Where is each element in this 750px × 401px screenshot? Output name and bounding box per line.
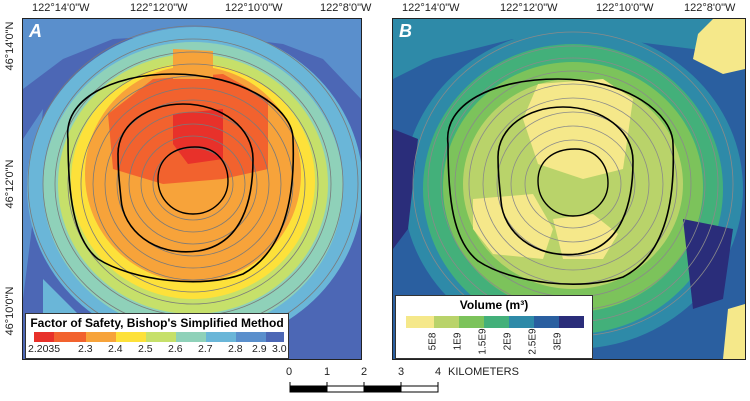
scale-label-4: 4 bbox=[435, 366, 442, 378]
legend-a-colorbar bbox=[34, 332, 284, 342]
factor-of-safety-map bbox=[23, 19, 361, 359]
lat-tick-1: 46°14'0"N bbox=[4, 21, 16, 71]
legend-a-label-6: 2.7 bbox=[198, 343, 213, 355]
lon-tick-a-4: 122°8'0"W bbox=[320, 2, 372, 14]
lon-tick-b-3: 122°10'0"W bbox=[596, 2, 654, 14]
legend-b-label-6: 3E9 bbox=[552, 332, 564, 351]
legend-a-label-3: 2.4 bbox=[108, 343, 123, 355]
map-panel-b: B Volume (m³) 5E8 1E9 1.5E9 2E9 2.5E9 3E… bbox=[392, 18, 746, 360]
lat-tick-2: 46°12'0"N bbox=[4, 159, 16, 209]
legend-b-label-2: 1E9 bbox=[452, 332, 464, 351]
legend-a-title: Factor of Safety, Bishop's Simplified Me… bbox=[30, 316, 284, 330]
lon-tick-b-1: 122°14'0"W bbox=[402, 2, 460, 14]
legend-b-label-3: 1.5E9 bbox=[477, 328, 489, 355]
lon-tick-b-2: 122°12'0"W bbox=[500, 2, 558, 14]
scale-label-3: 3 bbox=[398, 366, 405, 378]
lon-tick-b-4: 122°8'0"W bbox=[684, 2, 736, 14]
lon-tick-a-1: 122°14'0"W bbox=[32, 2, 90, 14]
legend-b-title: Volume (m³) bbox=[459, 298, 529, 312]
scale-unit: KILOMETERS bbox=[448, 366, 519, 378]
legend-b: Volume (m³) 5E8 1E9 1.5E9 2E9 2.5E9 3E9 bbox=[395, 295, 593, 359]
legend-a-label-4: 2.5 bbox=[138, 343, 153, 355]
legend-a-label-2: 2.3 bbox=[78, 343, 93, 355]
volume-map bbox=[393, 19, 745, 359]
legend-a-label-8: 2.9 bbox=[252, 343, 267, 355]
legend-a-label-5: 2.6 bbox=[168, 343, 183, 355]
legend-a-label-7: 2.8 bbox=[228, 343, 243, 355]
lat-tick-3: 46°10'0"N bbox=[4, 286, 16, 336]
panel-a-label: A bbox=[29, 21, 42, 41]
scale-label-2: 2 bbox=[361, 366, 368, 378]
legend-b-colorbar bbox=[406, 316, 584, 328]
lon-tick-a-2: 122°12'0"W bbox=[130, 2, 188, 14]
map-panel-a: A Factor of Safety, Bishop's Simplified … bbox=[22, 18, 362, 360]
lon-tick-a-3: 122°10'0"W bbox=[225, 2, 283, 14]
panel-b-label: B bbox=[399, 21, 412, 41]
legend-b-label-5: 2.5E9 bbox=[527, 328, 539, 355]
legend-a: Factor of Safety, Bishop's Simplified Me… bbox=[25, 313, 289, 359]
legend-b-label-1: 5E8 bbox=[427, 332, 439, 351]
legend-b-label-4: 2E9 bbox=[502, 332, 514, 351]
scale-label-1: 1 bbox=[324, 366, 331, 378]
legend-a-label-1: 2.2035 bbox=[28, 343, 61, 355]
scale-bar-graphic bbox=[289, 382, 439, 393]
scale-bar: 0 1 2 3 4 KILOMETERS bbox=[280, 364, 540, 400]
scale-label-0: 0 bbox=[286, 366, 293, 378]
legend-a-label-9: 3.0 bbox=[272, 343, 287, 355]
